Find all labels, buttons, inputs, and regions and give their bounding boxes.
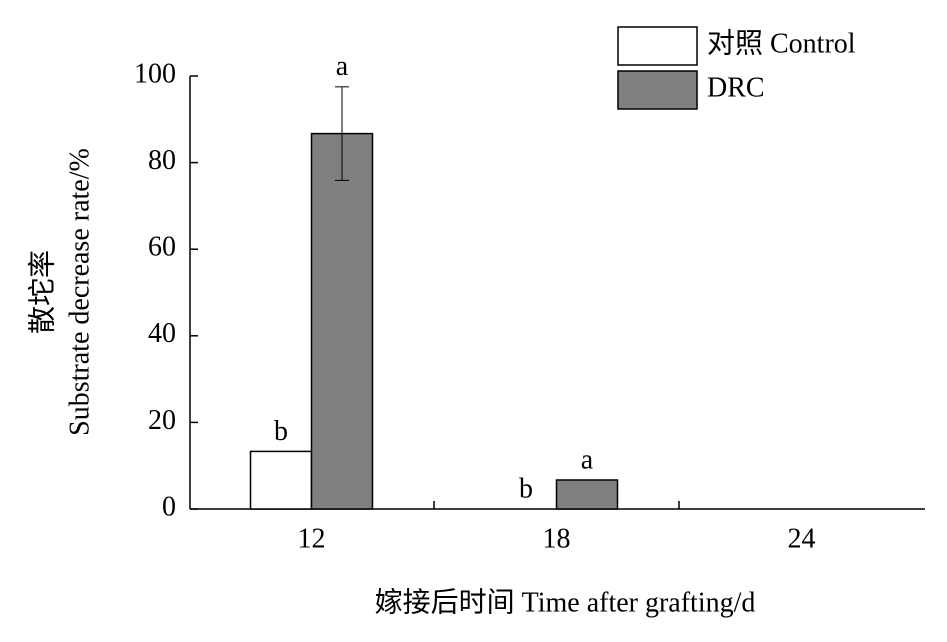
y-tick-label: 20	[148, 405, 176, 436]
bar	[249, 450, 313, 510]
y-axis-label: 散坨率	[26, 250, 58, 334]
y-axis-label: Substrate decrease rate/%	[64, 148, 95, 436]
x-tick-label: 18	[543, 523, 571, 554]
y-tick-label: 40	[148, 318, 176, 349]
bar	[310, 132, 374, 510]
x-tick-label: 24	[788, 523, 816, 554]
legend-label: DRC	[707, 72, 765, 103]
legend-label: 对照 Control	[707, 27, 856, 59]
significance-letter: b	[519, 473, 533, 504]
y-tick-label: 60	[148, 232, 176, 263]
significance-letter: a	[336, 51, 349, 82]
legend-swatch	[617, 26, 698, 66]
significance-letter: a	[581, 444, 594, 475]
y-tick-label: 0	[162, 491, 176, 522]
y-tick-label: 100	[134, 58, 176, 89]
x-axis-label: 嫁接后时间 Time after grafting/d	[375, 586, 756, 618]
bar	[555, 479, 619, 510]
legend-swatch	[617, 70, 698, 110]
x-tick-label: 12	[298, 523, 326, 554]
significance-letter: b	[274, 416, 288, 447]
y-tick-label: 80	[148, 145, 176, 176]
